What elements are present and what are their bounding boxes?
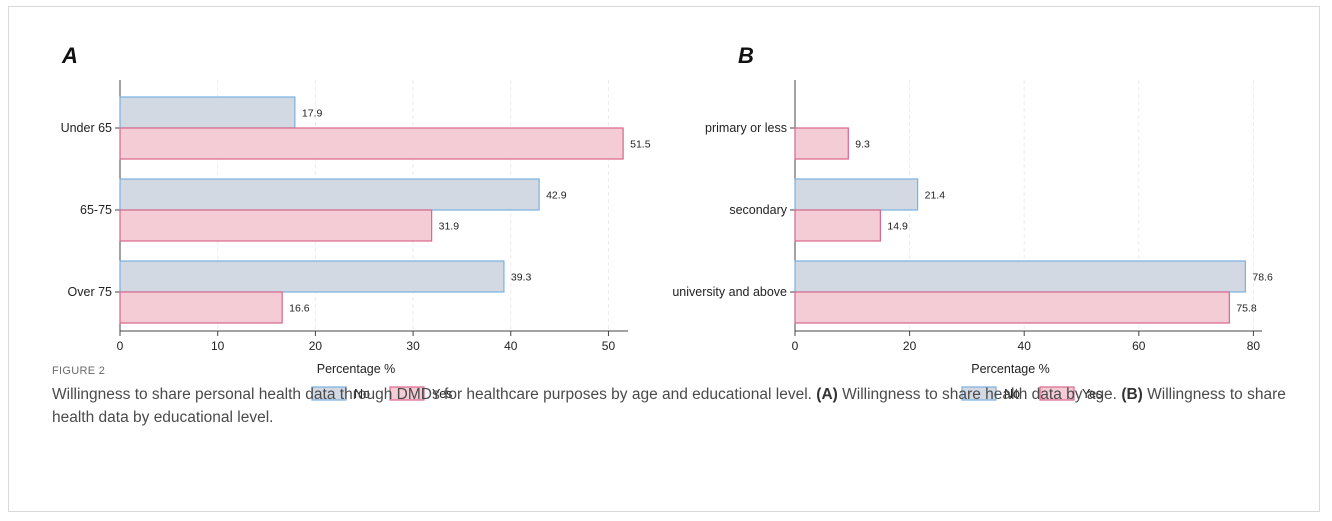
panel-a-data-label: 51.5: [630, 139, 651, 151]
panel-b-category-label: university and above: [672, 285, 787, 299]
panel-b-x-tick-label: 40: [1018, 339, 1032, 353]
panel-a-legend-swatch-yes: [389, 386, 425, 401]
panel-a-bar-no: [119, 96, 296, 129]
figure-caption: Willingness to share personal health dat…: [52, 383, 1302, 429]
panel-a-x-tick-label: 50: [602, 339, 616, 353]
panel-b-x-tick-label: 60: [1132, 339, 1146, 353]
panel-a-category-label: Under 65: [61, 121, 112, 135]
panel-a-x-tick-label: 10: [211, 339, 225, 353]
panel-a-x-tick-label: 0: [117, 339, 124, 353]
panel-a-x-tick-label: 20: [309, 339, 323, 353]
panel-b-category-label: secondary: [729, 203, 787, 217]
panel-b-x-axis-title: Percentage %: [971, 362, 1050, 376]
panel-a-tag: A: [61, 43, 78, 68]
panel-a-data-label: 42.9: [546, 190, 567, 202]
panel-b-data-label: 75.8: [1236, 303, 1257, 315]
panel-a-x-tick-label: 40: [504, 339, 518, 353]
caption-a-text: Willingness to share health data by age.: [842, 386, 1117, 403]
panel-b-data-label: 14.9: [887, 221, 908, 233]
panel-b-legend-label-no: No: [1004, 387, 1020, 401]
caption-main: Willingness to share personal health dat…: [52, 386, 812, 403]
panel-b-bar-yes: [794, 291, 1230, 324]
panel-b-bar-no: [794, 260, 1246, 293]
caption-a-tag: (A): [816, 386, 838, 403]
panel-b-data-label: 78.6: [1252, 272, 1273, 284]
panel-a-category-label: Over 75: [68, 285, 113, 299]
caption-b-tag: (B): [1121, 386, 1143, 403]
panel-a-data-label: 17.9: [302, 108, 323, 120]
panel-b-data-label: 9.3: [855, 139, 870, 151]
panel-b-x-tick-label: 80: [1247, 339, 1261, 353]
panel-a-legend-swatch-no: [311, 386, 347, 401]
caption-b-text: Willingness to share health data by educ…: [52, 386, 1286, 426]
panel-b-bar-no: [794, 178, 919, 211]
panel-b-legend-swatch-no: [961, 386, 997, 401]
panel-b-tag: B: [738, 43, 754, 68]
panel-a-bar-yes: [119, 209, 433, 242]
panel-a-bar-yes: [119, 127, 624, 160]
panel-a-x-axis-title: Percentage %: [317, 362, 396, 376]
panel-a-category-label: 65-75: [80, 203, 112, 217]
figure-frame: [8, 6, 1320, 512]
panel-b-legend-label-yes: Yes: [1082, 387, 1102, 401]
panel-a-x-tick-label: 30: [406, 339, 420, 353]
panel-b-bar-yes: [794, 209, 881, 242]
panel-b-category-label: primary or less: [705, 121, 787, 135]
panel-a-data-label: 39.3: [511, 272, 532, 284]
panel-b-x-tick-label: 0: [792, 339, 799, 353]
panel-a-legend-label-no: No: [354, 387, 370, 401]
panel-a-data-label: 16.6: [289, 303, 310, 315]
panel-a-bar-no: [119, 260, 505, 293]
figure-label: FIGURE 2: [52, 365, 106, 377]
panel-b-x-tick-label: 20: [903, 339, 917, 353]
panel-b-legend-swatch-yes: [1039, 386, 1075, 401]
panel-a-bar-yes: [119, 291, 283, 324]
panel-b-data-label: 21.4: [925, 190, 946, 202]
panel-a-legend-label-yes: Yes: [432, 387, 452, 401]
panel-a-data-label: 31.9: [439, 221, 460, 233]
panel-b-bar-yes: [794, 127, 849, 160]
panel-a-bar-no: [119, 178, 540, 211]
